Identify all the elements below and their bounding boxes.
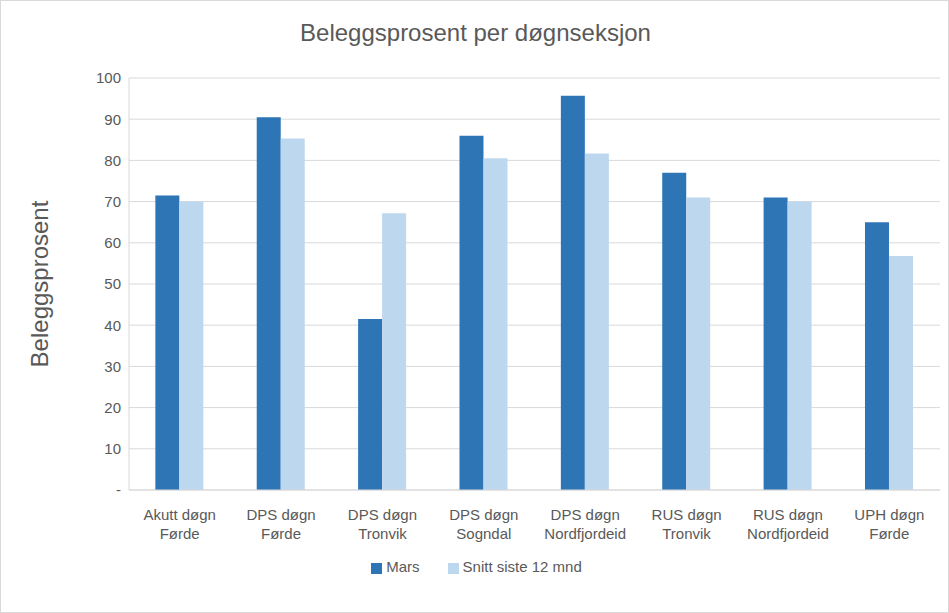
svg-text:-: - xyxy=(116,481,121,498)
svg-text:DPS døgnTronvik: DPS døgnTronvik xyxy=(348,506,417,543)
svg-text:RUS døgnTronvik: RUS døgnTronvik xyxy=(652,506,722,543)
svg-text:90: 90 xyxy=(104,111,121,128)
svg-text:40: 40 xyxy=(104,317,121,334)
html-text:Beleggsprosent per døgnseksjon: Beleggsprosent per døgnseksjon xyxy=(300,19,651,46)
svg-text:DPS døgnNordfjordeid: DPS døgnNordfjordeid xyxy=(544,506,626,543)
svg-text:10: 10 xyxy=(104,440,121,457)
svg-text:Akutt døgnFørde: Akutt døgnFørde xyxy=(143,506,216,543)
html-text:Mars: Mars xyxy=(386,558,420,575)
svg-text:60: 60 xyxy=(104,234,121,251)
svg-text:30: 30 xyxy=(104,358,121,375)
svg-text:80: 80 xyxy=(104,152,121,169)
svg-text:70: 70 xyxy=(104,193,121,210)
svg-text:DPS døgnFørde: DPS døgnFørde xyxy=(246,506,315,543)
svg-text:50: 50 xyxy=(104,275,121,292)
svg-text:RUS døgnNordfjordeid: RUS døgnNordfjordeid xyxy=(747,506,829,543)
svg-text:100: 100 xyxy=(96,69,121,86)
html-text:Snitt siste 12 mnd: Snitt siste 12 mnd xyxy=(462,558,582,575)
svg-text:DPS døgnSogndal: DPS døgnSogndal xyxy=(449,506,518,543)
svg-text:20: 20 xyxy=(104,399,121,416)
svg-text:Beleggsprosent: Beleggsprosent xyxy=(26,200,53,367)
svg-text:UPH døgnFørde: UPH døgnFørde xyxy=(854,506,924,543)
